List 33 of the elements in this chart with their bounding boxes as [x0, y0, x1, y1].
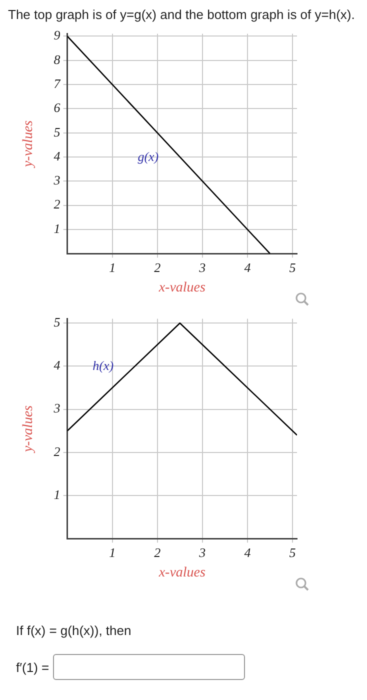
y-tick-label: 1 — [54, 220, 60, 236]
y-tick-label: 5 — [54, 124, 61, 140]
x-tick-label: 3 — [198, 544, 206, 560]
x-tick-label: 2 — [154, 260, 162, 275]
x-tick-label: 5 — [289, 260, 296, 275]
y-tick-label: 5 — [54, 314, 61, 330]
y-tick-label: 4 — [54, 148, 61, 164]
chart-title: The top graph is of y=g(x) and the bottom graph is of y=h(x). — [7, 6, 356, 23]
series-label: h(x) — [92, 358, 114, 373]
y-tick-label: 6 — [54, 100, 61, 116]
series-label: g(x) — [138, 148, 159, 164]
y-tick-label: 4 — [54, 358, 61, 373]
x-tick-label: 5 — [289, 544, 296, 560]
x-tick-label: 1 — [109, 260, 116, 275]
y-axis-title: y-values — [21, 120, 36, 170]
x-axis-title: x-values — [158, 280, 206, 296]
y-tick-label: 3 — [52, 172, 61, 188]
y-axis-title: y-values — [21, 404, 36, 454]
text: If f(x) = g(h(x)), then — [15, 623, 132, 638]
y-tick-label: 2 — [54, 196, 61, 212]
y-tick-label: 9 — [54, 28, 61, 43]
y-tick-label: 1 — [54, 486, 60, 502]
x-tick-label: 4 — [244, 544, 252, 560]
text: f′(1) = — [15, 658, 50, 677]
x-tick-label: 3 — [198, 260, 206, 275]
y-tick-label: 8 — [54, 52, 61, 67]
x-axis-title: x-values — [158, 565, 206, 580]
x-tick-label: 4 — [244, 260, 252, 275]
y-tick-label: 2 — [54, 444, 61, 459]
x-tick-label: 1 — [109, 544, 116, 560]
x-tick-label: 2 — [154, 544, 162, 560]
y-tick-label: 3 — [52, 400, 61, 416]
y-tick-label: 7 — [54, 76, 61, 91]
